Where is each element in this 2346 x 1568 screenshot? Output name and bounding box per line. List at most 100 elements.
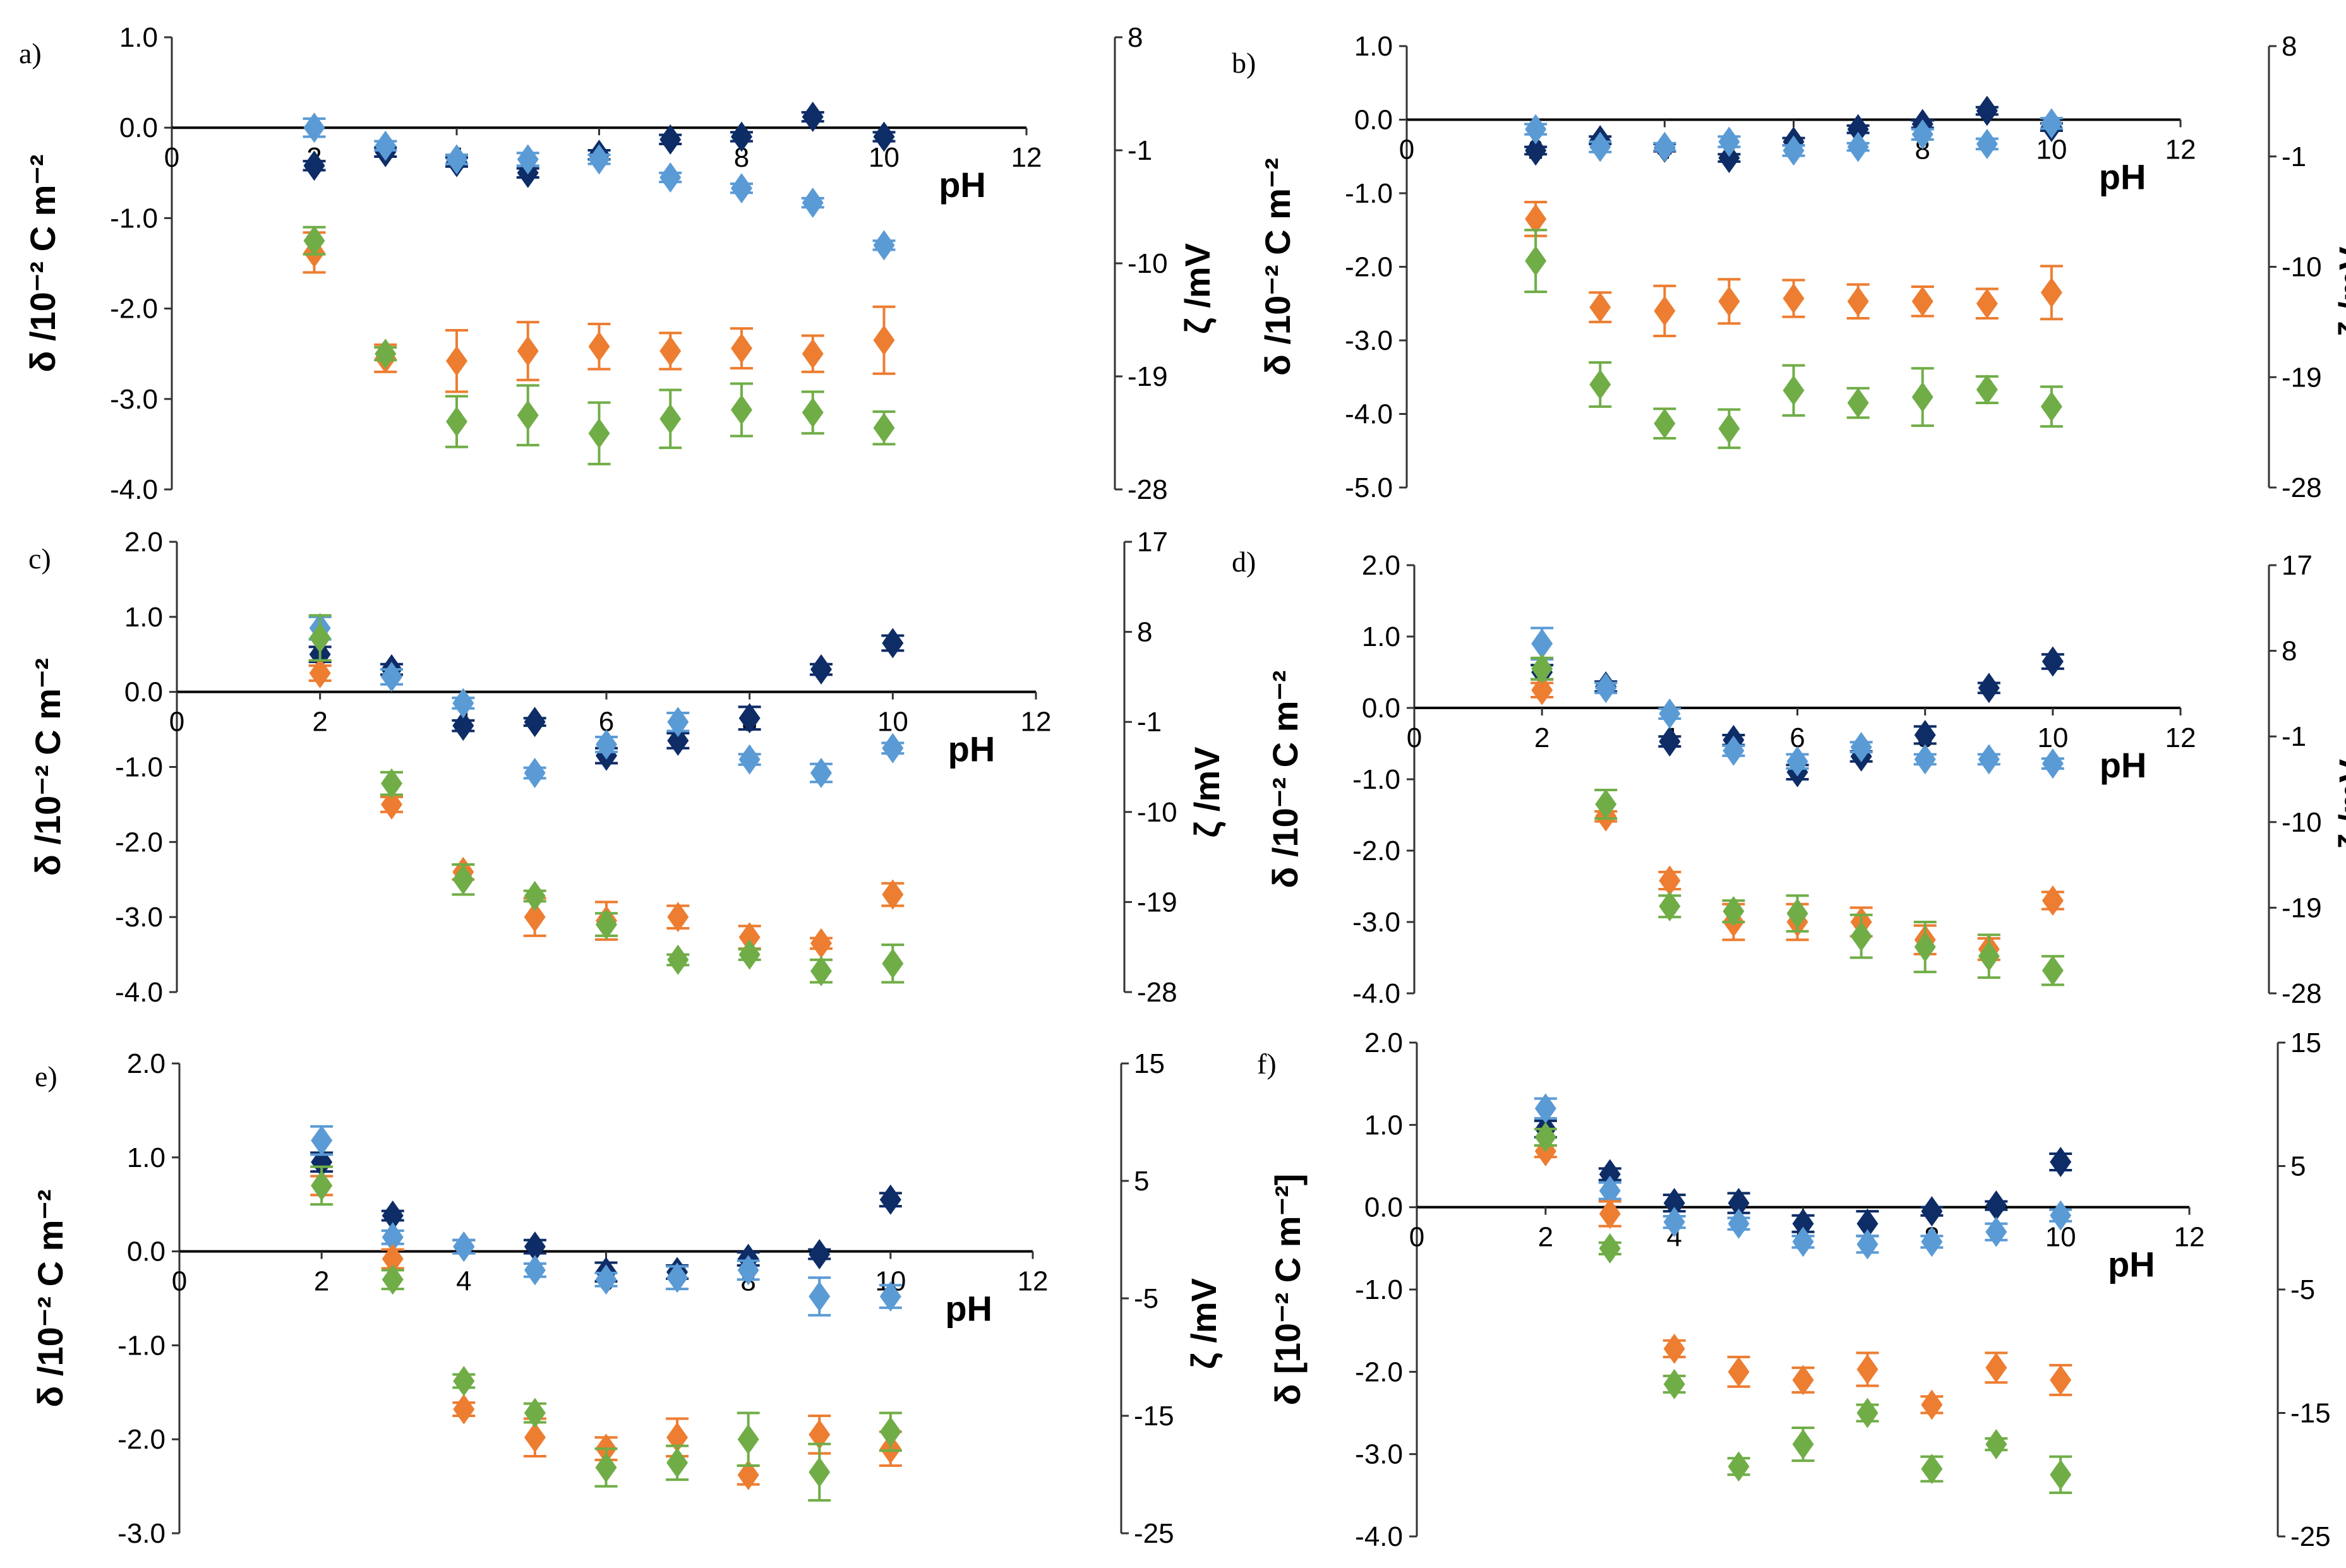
data-point (882, 948, 904, 979)
y-tick-label: -1.0 (1345, 178, 1393, 209)
y-tick-label: 0.0 (124, 677, 163, 708)
x-tick-label: 2 (1534, 722, 1549, 753)
data-point (2040, 277, 2062, 308)
y-tick-label: 0.0 (1354, 105, 1393, 136)
data-point (1659, 698, 1681, 729)
data-point (1976, 95, 1998, 126)
x-tick-label: 2 (1538, 1222, 1553, 1253)
series-lightblue (310, 1125, 902, 1317)
data-point (1914, 931, 1936, 962)
x-axis-title: pH (939, 165, 986, 205)
data-point (1663, 1333, 1685, 1364)
data-point (588, 331, 610, 362)
data-point (452, 688, 474, 719)
data-point (1783, 375, 1805, 406)
y-tick-label: -3.0 (1352, 907, 1400, 938)
y-tick-label: -3.0 (1355, 1439, 1403, 1470)
y2-axis-title: ζ /mV (1177, 243, 1217, 334)
data-point (524, 1422, 546, 1453)
data-point (303, 150, 325, 181)
data-point (1599, 1175, 1621, 1206)
data-point (1976, 374, 1998, 405)
y2-tick-label: -28 (2282, 978, 2322, 1009)
y2-tick-label: -15 (2290, 1398, 2331, 1429)
data-point (1786, 898, 1808, 929)
data-point (2040, 108, 2062, 139)
data-point (667, 902, 689, 933)
series-orange (1534, 1136, 2072, 1420)
data-point (1659, 726, 1681, 757)
data-point (1723, 896, 1745, 927)
data-point (1786, 746, 1808, 777)
data-point (1911, 119, 1934, 150)
y-tick-label: -4.0 (1352, 978, 1400, 1009)
data-point (1914, 719, 1936, 750)
data-point (809, 1419, 831, 1450)
data-point (1847, 286, 1869, 317)
data-point (1525, 114, 1547, 145)
data-point (453, 1365, 475, 1396)
data-point (802, 338, 824, 369)
panel-e: e)2.01.00.0-1.0-2.0-3.0155-5-15-25024681… (30, 1048, 1224, 1549)
data-point (1921, 1196, 1943, 1227)
data-point (381, 768, 402, 799)
data-point (1847, 114, 1869, 145)
data-point (809, 1281, 831, 1312)
data-point (873, 230, 895, 261)
data-point (1850, 732, 1872, 763)
series-navy (303, 102, 896, 188)
data-point (810, 758, 832, 789)
x-tick-label: 12 (1011, 142, 1042, 173)
series-lightblue (1524, 108, 2063, 166)
y2-tick-label: -19 (2282, 362, 2322, 393)
y-tick-label: -3.0 (115, 902, 163, 933)
y-tick-label: -4.0 (110, 474, 158, 505)
data-point (1792, 1226, 1814, 1257)
data-point (1792, 1208, 1814, 1239)
x-tick-label: 10 (2037, 722, 2068, 753)
data-point (309, 657, 331, 688)
x-tick-label: 12 (1021, 707, 1052, 738)
data-point (1911, 381, 1934, 412)
data-point (375, 338, 397, 369)
y2-tick-label: 8 (1137, 617, 1152, 648)
data-point (1850, 921, 1872, 952)
series-lightblue (303, 112, 896, 261)
data-point (879, 1416, 901, 1447)
data-point (1792, 1429, 1814, 1460)
data-point (1856, 1397, 1879, 1428)
data-point (1599, 1199, 1621, 1230)
data-point (802, 188, 824, 218)
x-tick-label: 2 (312, 707, 327, 738)
data-point (1976, 128, 1998, 159)
y-axis-title: δ /10⁻² C m⁻² (30, 1189, 70, 1407)
data-point (1525, 246, 1547, 277)
data-point (588, 144, 610, 175)
y2-tick-label: -28 (1137, 977, 1177, 1008)
data-point (517, 400, 539, 431)
y-tick-label: 1.0 (119, 22, 158, 53)
data-point (452, 710, 474, 741)
y-tick-label: 0.0 (1362, 693, 1400, 724)
y-tick-label: -3.0 (110, 384, 158, 415)
y-tick-label: 1.0 (1362, 621, 1400, 652)
data-point (1718, 286, 1740, 317)
y2-tick-label: -10 (2282, 252, 2322, 283)
data-point (879, 1184, 901, 1215)
x-tick-label: 12 (1018, 1266, 1049, 1297)
x-tick-label: 0 (1407, 722, 1422, 753)
data-point (1595, 789, 1617, 820)
data-point (1534, 1093, 1556, 1124)
data-point (446, 406, 467, 437)
data-point (382, 1200, 404, 1231)
data-point (382, 1243, 404, 1274)
panel-label: e) (35, 1060, 57, 1092)
data-point (802, 397, 824, 428)
y2-tick-label: -10 (1128, 248, 1168, 279)
panel-label: d) (1232, 546, 1256, 578)
data-point (1723, 735, 1745, 766)
data-point (1728, 1451, 1750, 1482)
data-point (738, 744, 761, 775)
data-point (667, 725, 689, 756)
y2-axis-title: ζ /mV (2340, 1269, 2346, 1360)
